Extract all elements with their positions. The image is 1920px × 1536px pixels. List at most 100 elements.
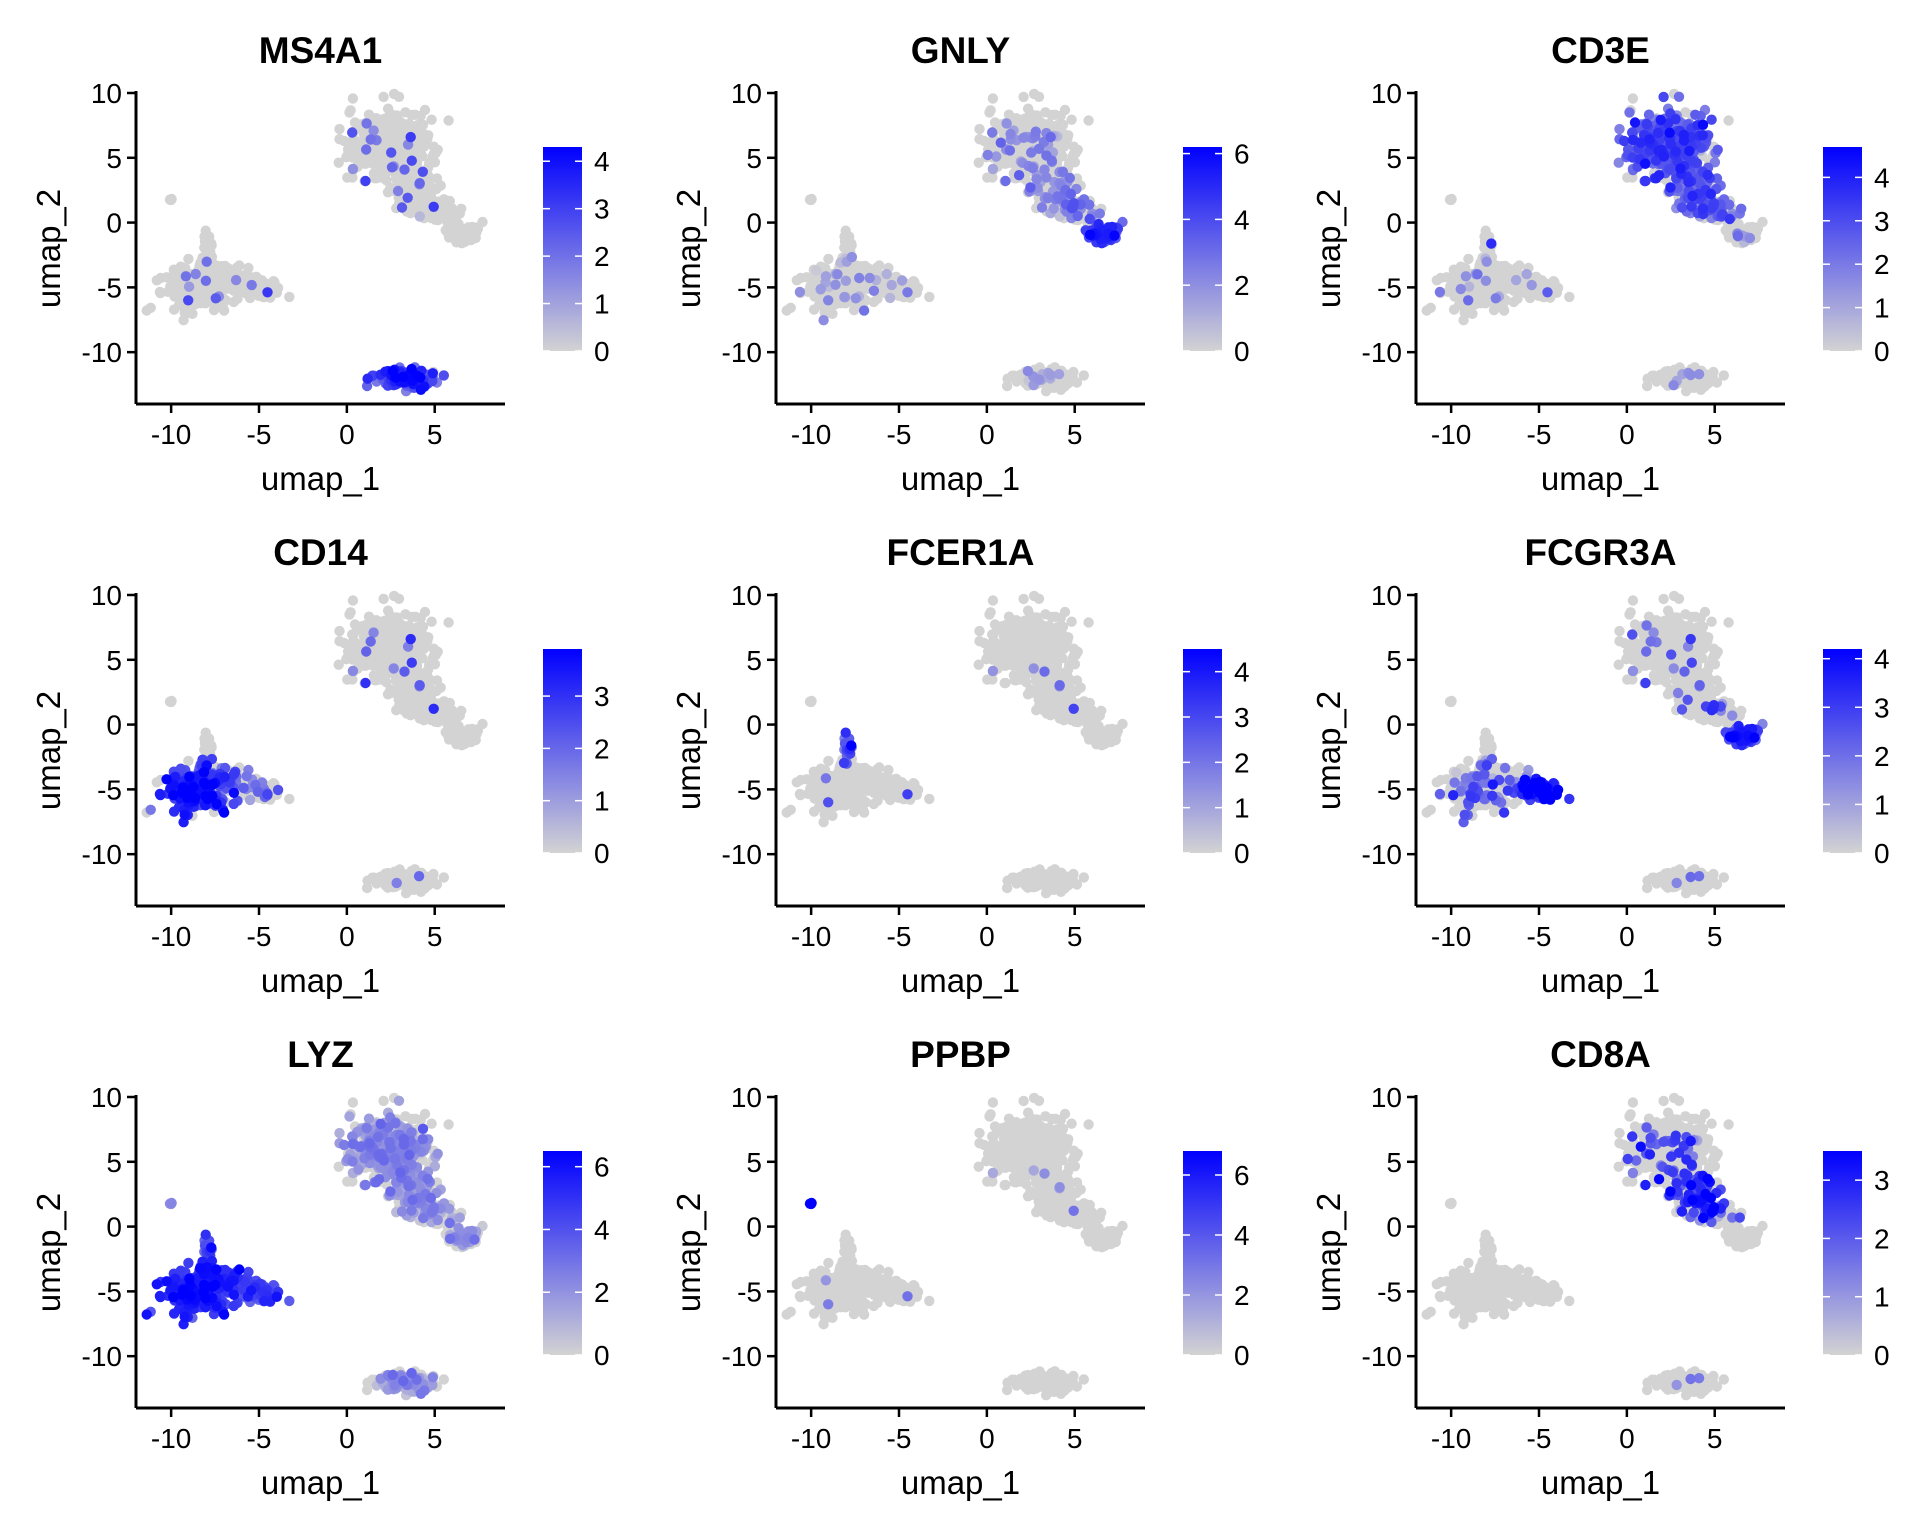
- cell-point: [1425, 302, 1436, 313]
- x-tick-label: -5: [247, 419, 272, 450]
- x-tick-label: -5: [887, 419, 912, 450]
- cell-point: [1658, 151, 1670, 162]
- cell-point: [1030, 114, 1041, 125]
- cell-point: [1066, 114, 1077, 125]
- cell-point: [417, 166, 428, 177]
- cell-point: [844, 231, 855, 242]
- cell-point: [390, 114, 401, 125]
- cell-point: [239, 272, 251, 283]
- y-tick-label: 0: [746, 208, 762, 239]
- cell-point: [1644, 134, 1655, 145]
- cell-point: [1627, 134, 1639, 146]
- cell-point: [791, 275, 802, 286]
- x-axis-label: umap_1: [901, 460, 1020, 497]
- cell-point: [419, 606, 431, 618]
- cell-point: [401, 708, 412, 719]
- cell-point: [1445, 194, 1457, 206]
- y-tick-label: 5: [106, 143, 122, 174]
- cell-point: [1084, 213, 1095, 225]
- cell-point: [426, 684, 437, 695]
- cell-point: [1013, 170, 1025, 181]
- cell-point: [414, 680, 425, 691]
- cell-point: [1712, 144, 1723, 155]
- color-legend-bar: [1823, 147, 1862, 351]
- cell-point: [839, 291, 850, 303]
- cell-point: [823, 253, 834, 265]
- cell-point: [1033, 143, 1045, 154]
- cell-point: [1687, 190, 1698, 202]
- cell-point: [284, 291, 295, 303]
- cell-point: [1434, 286, 1446, 298]
- cell-point: [1061, 132, 1072, 144]
- cell-point: [387, 365, 398, 377]
- cell-point: [199, 297, 210, 308]
- cell-point: [989, 117, 1001, 128]
- cell-point: [424, 157, 435, 169]
- cell-point: [379, 642, 390, 653]
- cell-point: [349, 619, 361, 630]
- cell-point: [830, 279, 841, 290]
- cell-point: [413, 871, 425, 882]
- cell-point: [808, 304, 820, 315]
- cell-point: [1668, 380, 1679, 391]
- x-tick-label: -10: [151, 419, 191, 450]
- cell-point: [388, 88, 400, 100]
- y-axis-label: umap_2: [1310, 189, 1347, 308]
- cell-point: [1001, 118, 1012, 129]
- cell-point: [222, 283, 233, 294]
- cell-point: [1057, 119, 1069, 130]
- cell-point: [1718, 370, 1729, 381]
- legend-tick-label: 1: [594, 289, 610, 320]
- cell-point: [1458, 315, 1469, 326]
- legend-tick-label: 0: [1874, 336, 1890, 367]
- cell-point: [436, 211, 447, 222]
- cell-point: [349, 117, 361, 128]
- cell-point: [1697, 203, 1709, 214]
- cell-point: [145, 804, 156, 815]
- cell-point: [1641, 118, 1652, 130]
- cell-point: [1697, 130, 1708, 141]
- cell-point: [421, 634, 432, 646]
- color-legend-bar: [1183, 147, 1222, 351]
- cell-point: [1455, 283, 1466, 295]
- cell-point: [262, 287, 273, 298]
- cell-point: [1647, 370, 1658, 381]
- cell-point: [1018, 132, 1029, 143]
- cell-point: [1480, 275, 1492, 286]
- cell-point: [854, 272, 865, 284]
- feature-panel-gnly: GNLY -10 -5 0 5 -10 -5 0 5 10 umap_1 umap_2 0 2 4 6: [640, 0, 1280, 512]
- cell-point: [342, 172, 353, 183]
- cell-point: [363, 109, 375, 120]
- cell-point: [1005, 128, 1016, 140]
- cell-point: [1059, 104, 1071, 116]
- cell-point: [1072, 210, 1083, 222]
- cell-point: [246, 279, 257, 291]
- cell-point: [1564, 291, 1575, 303]
- cell-point: [1490, 293, 1501, 304]
- cell-point: [213, 279, 224, 290]
- cell-point: [151, 275, 162, 286]
- cell-point: [354, 656, 365, 667]
- cell-point: [864, 272, 875, 284]
- cell-point: [1031, 174, 1042, 185]
- feature-panel-cd3e: CD3E -10 -5 0 5 -10 -5 0 5 10 umap_1 umap_2 0 1 2 3 4: [1280, 0, 1920, 512]
- cell-point: [180, 271, 192, 282]
- cell-point: [1045, 369, 1056, 381]
- legend-tick-label: 2: [594, 241, 610, 272]
- cell-point: [1041, 172, 1052, 183]
- cell-point: [823, 295, 834, 306]
- y-tick-label: 5: [746, 143, 762, 174]
- cell-point: [1467, 308, 1478, 319]
- cell-point: [386, 648, 398, 659]
- cell-point: [840, 275, 852, 286]
- legend-tick-label: 4: [594, 146, 610, 177]
- cell-point: [390, 616, 401, 627]
- cell-point: [1706, 114, 1717, 125]
- x-tick-label: -10: [791, 419, 831, 450]
- cell-point: [1026, 147, 1037, 158]
- cell-point: [1614, 123, 1625, 135]
- cell-point: [201, 744, 212, 756]
- cell-point: [1007, 370, 1018, 381]
